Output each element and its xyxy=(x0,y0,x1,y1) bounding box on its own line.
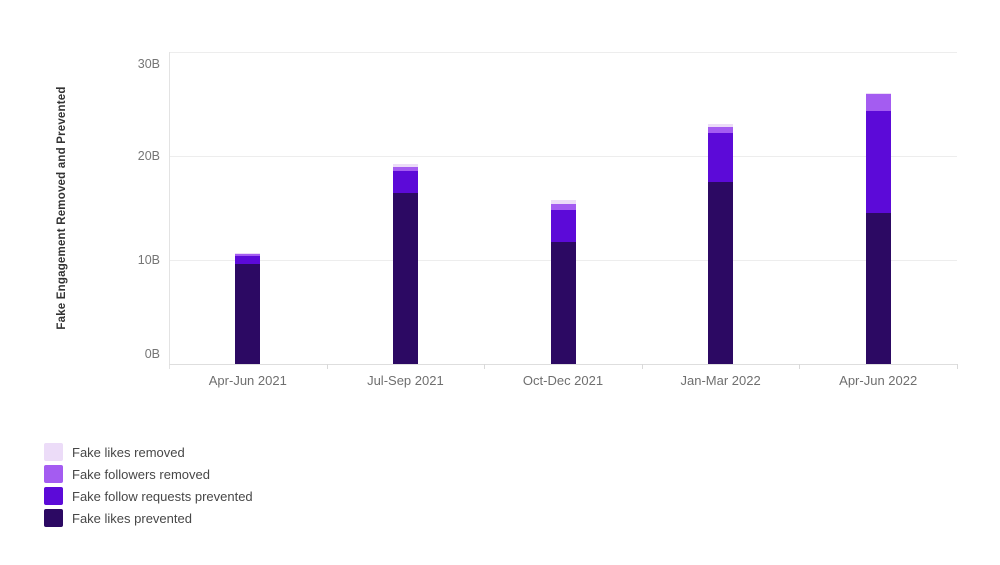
y-axis-title: Fake Engagement Removed and Prevented xyxy=(56,86,68,330)
bar-oct-dec-2021-fake-likes-prevented[interactable] xyxy=(550,242,576,364)
y-axis-tick-label: 20B xyxy=(137,149,160,163)
bar-apr-jun-2021-fake-followers-removed[interactable] xyxy=(235,254,261,256)
bar-apr-jun-2022-fake-likes-removed[interactable] xyxy=(865,93,891,94)
legend-label: Fake likes prevented xyxy=(72,510,192,526)
legend: Fake likes removed Fake followers removed… xyxy=(44,441,253,529)
x-axis-line xyxy=(169,364,957,365)
bar-apr-jun-2022-fake-followers-removed[interactable] xyxy=(865,94,891,111)
x-axis-tick xyxy=(641,364,643,369)
y-axis-tick-label: 30B xyxy=(137,57,160,71)
legend-item-fake-follow-requests-prevented[interactable]: Fake follow requests prevented xyxy=(44,485,253,507)
x-axis-tick xyxy=(484,364,486,369)
gridline-30B xyxy=(169,52,957,53)
y-axis-tick-label: 10B xyxy=(137,253,160,267)
legend-swatch-icon xyxy=(44,465,63,483)
gridline-20B xyxy=(169,156,957,157)
x-axis-tick xyxy=(957,364,958,369)
x-axis-category-label: Jul-Sep 2021 xyxy=(367,373,444,388)
bar-apr-jun-2021-fake-follow-requests-prevented[interactable] xyxy=(235,256,261,264)
bar-jan-mar-2022-fake-likes-prevented[interactable] xyxy=(708,182,734,364)
legend-swatch-icon xyxy=(44,487,63,505)
legend-item-fake-followers-removed[interactable]: Fake followers removed xyxy=(44,463,253,485)
bar-oct-dec-2021-fake-follow-requests-prevented[interactable] xyxy=(550,210,576,242)
legend-swatch-icon xyxy=(44,443,63,461)
bar-jul-sep-2021-fake-follow-requests-prevented[interactable] xyxy=(392,171,418,193)
legend-label: Fake likes removed xyxy=(72,444,185,460)
bar-jul-sep-2021-fake-likes-removed[interactable] xyxy=(392,164,418,167)
legend-label: Fake follow requests prevented xyxy=(72,488,253,504)
legend-swatch-icon xyxy=(44,509,63,527)
bar-apr-jun-2021-fake-likes-prevented[interactable] xyxy=(235,264,261,364)
legend-item-fake-likes-removed[interactable]: Fake likes removed xyxy=(44,441,253,463)
x-axis-tick xyxy=(799,364,801,369)
bar-oct-dec-2021-fake-likes-removed[interactable] xyxy=(550,200,576,204)
bar-apr-jun-2022-fake-follow-requests-prevented[interactable] xyxy=(865,111,891,213)
bar-oct-dec-2021-fake-followers-removed[interactable] xyxy=(550,204,576,210)
x-axis-category-label: Apr-Jun 2022 xyxy=(839,373,918,388)
x-axis-tick xyxy=(326,364,328,369)
legend-label: Fake followers removed xyxy=(72,466,210,482)
bar-jan-mar-2022-fake-likes-removed[interactable] xyxy=(708,124,734,127)
bar-jul-sep-2021-fake-followers-removed[interactable] xyxy=(392,167,418,171)
bar-jul-sep-2021-fake-likes-prevented[interactable] xyxy=(392,193,418,364)
bar-jan-mar-2022-fake-follow-requests-prevented[interactable] xyxy=(708,133,734,182)
y-axis-tick-label: 0B xyxy=(144,347,160,361)
bar-apr-jun-2021-fake-likes-removed[interactable] xyxy=(235,253,261,254)
x-axis-category-label: Oct-Dec 2021 xyxy=(522,373,604,388)
x-axis-category-label: Jan-Mar 2022 xyxy=(680,373,761,388)
bar-jan-mar-2022-fake-followers-removed[interactable] xyxy=(708,127,734,133)
x-axis-category-label: Apr-Jun 2021 xyxy=(208,373,287,388)
y-axis-line xyxy=(169,52,170,369)
legend-item-fake-likes-prevented[interactable]: Fake likes prevented xyxy=(44,507,253,529)
bar-apr-jun-2022-fake-likes-prevented[interactable] xyxy=(865,213,891,364)
